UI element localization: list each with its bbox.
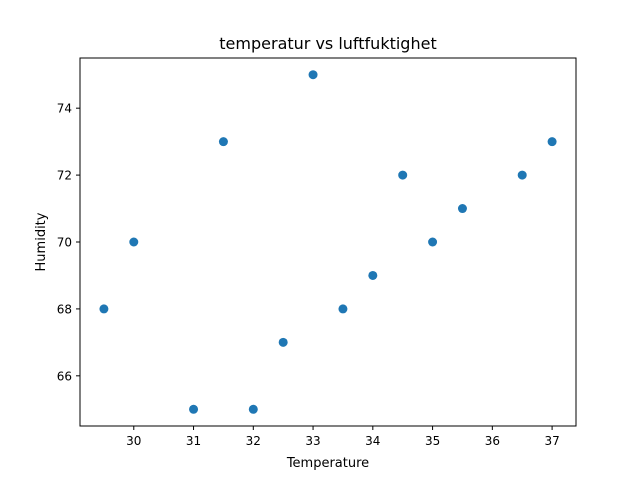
data-point	[547, 137, 557, 147]
x-tick-label: 36	[485, 434, 500, 448]
x-tick-label: 35	[425, 434, 440, 448]
data-point	[368, 270, 378, 280]
data-point	[428, 237, 438, 247]
y-axis-label: Humidity	[34, 212, 49, 271]
y-tick-label: 66	[57, 369, 72, 383]
x-tick-label: 34	[365, 434, 380, 448]
plot-area	[99, 70, 557, 414]
data-point	[189, 404, 199, 414]
y-tick-label: 68	[57, 302, 72, 316]
data-point	[457, 204, 467, 214]
data-point	[218, 137, 228, 147]
data-point	[278, 337, 288, 347]
data-point	[248, 404, 258, 414]
data-point	[398, 170, 408, 180]
x-tick-label: 31	[186, 434, 201, 448]
x-tick-label: 30	[126, 434, 141, 448]
axes-frame	[79, 57, 577, 427]
data-point	[99, 304, 109, 314]
data-point	[308, 70, 318, 80]
x-tick-label: 37	[544, 434, 559, 448]
x-axis-label: Temperature	[286, 456, 369, 471]
data-point	[129, 237, 139, 247]
x-tick-label: 33	[305, 434, 320, 448]
data-point	[338, 304, 348, 314]
y-tick-label: 72	[57, 169, 72, 183]
y-axis: 66 68 70 72 74	[57, 102, 80, 383]
y-tick-label: 70	[57, 236, 72, 250]
x-tick-label: 32	[246, 434, 261, 448]
x-axis: 30 31 32 33 34 35 36 37	[126, 426, 560, 448]
chart-title: temperatur vs luftfuktighet	[219, 34, 436, 53]
y-tick-label: 74	[57, 102, 72, 116]
data-point	[517, 170, 527, 180]
